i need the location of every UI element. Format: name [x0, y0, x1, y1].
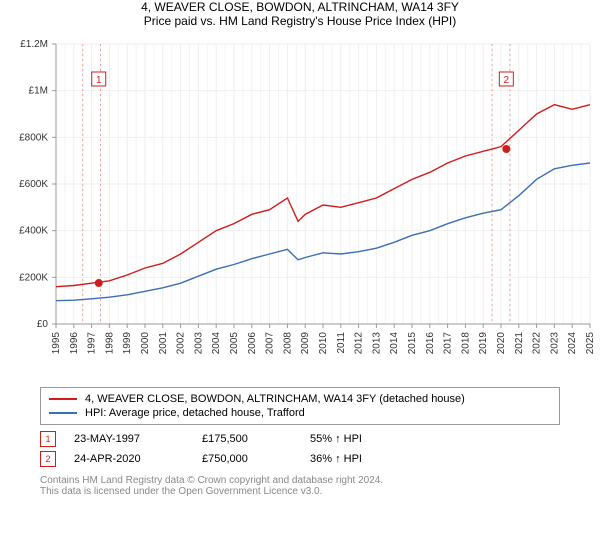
svg-text:1997: 1997: [87, 332, 98, 355]
svg-text:2005: 2005: [229, 332, 240, 355]
transaction-marker: 2: [40, 451, 56, 467]
svg-text:2002: 2002: [176, 332, 187, 355]
svg-text:£1M: £1M: [29, 86, 48, 97]
svg-text:1996: 1996: [69, 332, 80, 355]
chart-title: 4, WEAVER CLOSE, BOWDON, ALTRINCHAM, WA1…: [0, 0, 600, 14]
transaction-date: 23-MAY-1997: [74, 433, 184, 445]
svg-text:£1.2M: £1.2M: [20, 39, 48, 50]
legend: 4, WEAVER CLOSE, BOWDON, ALTRINCHAM, WA1…: [40, 387, 560, 425]
svg-text:2007: 2007: [265, 332, 276, 355]
chart-container: £0 £200K £400K £600K £800K £1M £1.2M 1995 1996 19…: [0, 34, 600, 379]
svg-text:2019: 2019: [478, 332, 489, 355]
svg-text:2016: 2016: [425, 332, 436, 355]
svg-text:2013: 2013: [371, 332, 382, 355]
footer: Contains HM Land Registry data © Crown c…: [40, 475, 560, 497]
svg-text:£600K: £600K: [19, 179, 48, 190]
svg-text:2015: 2015: [407, 332, 418, 355]
transaction-price: £175,500: [202, 433, 292, 445]
svg-text:2001: 2001: [158, 332, 169, 355]
svg-text:2018: 2018: [460, 332, 471, 355]
svg-text:£400K: £400K: [19, 226, 48, 237]
svg-text:2025: 2025: [585, 332, 596, 355]
legend-row: 4, WEAVER CLOSE, BOWDON, ALTRINCHAM, WA1…: [49, 392, 551, 406]
svg-text:2017: 2017: [443, 332, 454, 355]
transaction-row: 1 23-MAY-1997 £175,500 55% ↑ HPI: [40, 429, 560, 449]
legend-label: HPI: Average price, detached house, Traf…: [85, 407, 305, 419]
svg-text:£0: £0: [37, 319, 49, 330]
price-chart: £0 £200K £400K £600K £800K £1M £1.2M 1995 1996 19…: [0, 34, 600, 374]
chart-subtitle: Price paid vs. HM Land Registry's House …: [0, 14, 600, 28]
transactions-table: 1 23-MAY-1997 £175,500 55% ↑ HPI 2 24-APR-202…: [40, 429, 560, 469]
svg-text:1999: 1999: [122, 332, 133, 355]
svg-text:2010: 2010: [318, 332, 329, 355]
svg-text:2000: 2000: [140, 332, 151, 355]
svg-text:2020: 2020: [496, 332, 507, 355]
legend-label: 4, WEAVER CLOSE, BOWDON, ALTRINCHAM, WA1…: [85, 393, 465, 405]
transaction-date: 24-APR-2020: [74, 453, 184, 465]
svg-text:2009: 2009: [300, 332, 311, 355]
footer-line-2: This data is licensed under the Open Gov…: [40, 486, 560, 497]
transaction-price: £750,000: [202, 453, 292, 465]
svg-text:£200K: £200K: [19, 272, 48, 283]
svg-text:2: 2: [504, 75, 510, 86]
svg-text:2023: 2023: [549, 332, 560, 355]
footer-line-1: Contains HM Land Registry data © Crown c…: [40, 475, 560, 486]
svg-text:£800K: £800K: [19, 132, 48, 143]
svg-text:2006: 2006: [247, 332, 258, 355]
legend-swatch: [49, 398, 77, 400]
transaction-delta: 36% ↑ HPI: [310, 453, 362, 465]
svg-text:1998: 1998: [104, 332, 115, 355]
svg-text:1: 1: [96, 75, 102, 86]
svg-text:2004: 2004: [211, 332, 222, 355]
svg-text:2014: 2014: [389, 332, 400, 355]
transaction-delta: 55% ↑ HPI: [310, 433, 362, 445]
svg-text:2022: 2022: [532, 332, 543, 355]
svg-text:2003: 2003: [193, 332, 204, 355]
transaction-marker: 1: [40, 431, 56, 447]
transaction-row: 2 24-APR-2020 £750,000 36% ↑ HPI: [40, 449, 560, 469]
legend-swatch: [49, 412, 77, 414]
svg-text:2024: 2024: [567, 332, 578, 355]
svg-text:2008: 2008: [282, 332, 293, 355]
svg-text:2012: 2012: [354, 332, 365, 355]
legend-row: HPI: Average price, detached house, Traf…: [49, 406, 551, 420]
transaction-point: [502, 145, 510, 153]
svg-text:2011: 2011: [336, 332, 347, 354]
svg-text:1995: 1995: [51, 332, 62, 355]
svg-text:2021: 2021: [514, 332, 525, 355]
transaction-point: [95, 279, 103, 287]
